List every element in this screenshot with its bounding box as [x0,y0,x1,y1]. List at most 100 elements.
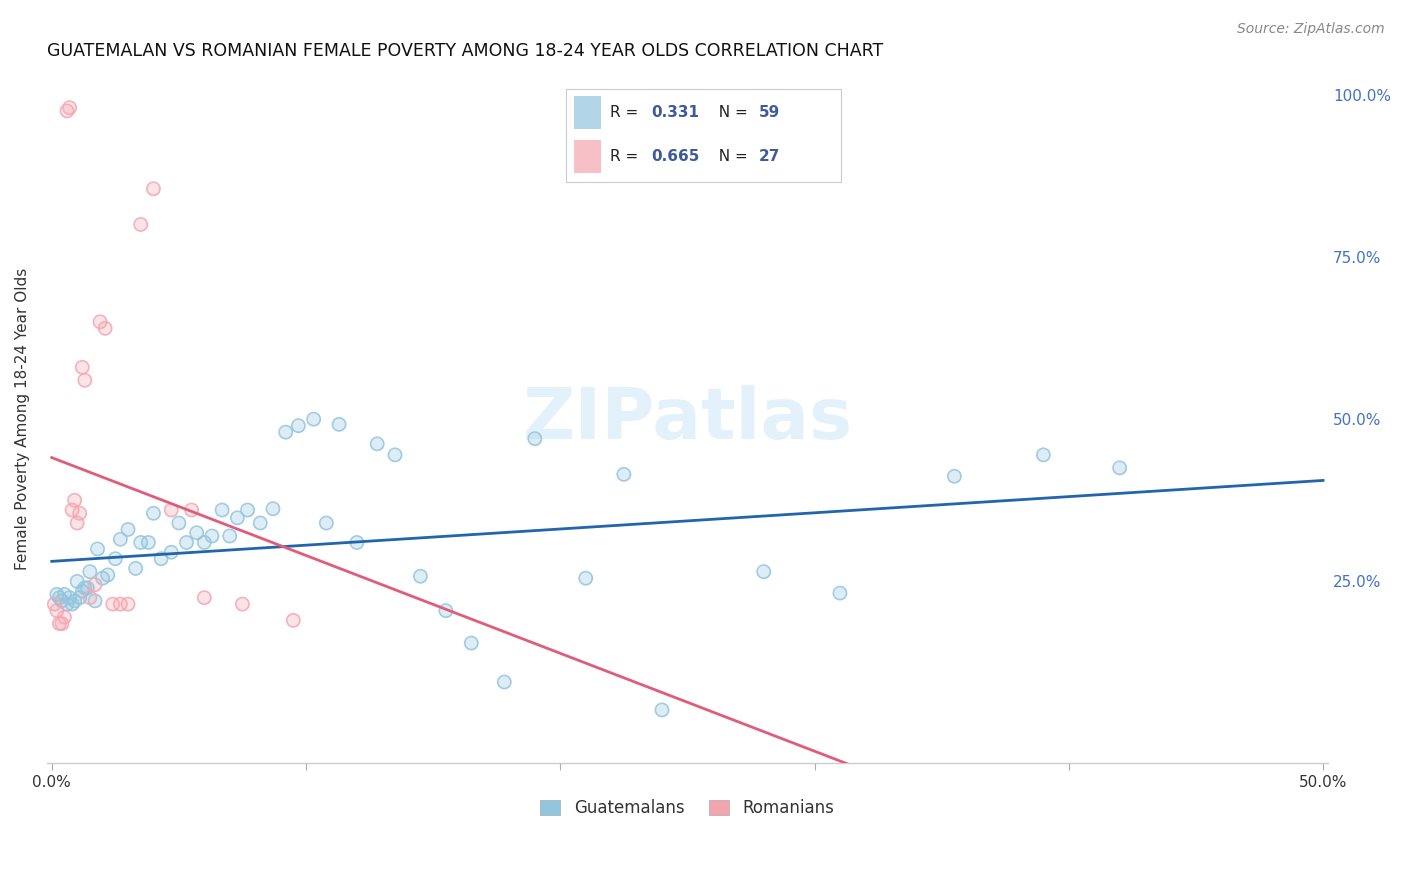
Y-axis label: Female Poverty Among 18-24 Year Olds: Female Poverty Among 18-24 Year Olds [15,268,30,570]
Point [828,586,851,600]
Point [48,591,70,605]
Point [44,597,66,611]
Point [218,529,240,543]
Point [63,493,86,508]
Point [129,535,152,549]
Point [72,360,94,375]
Point [249,516,271,530]
Point [45,587,67,601]
Point [494,675,516,690]
Point [69,506,91,520]
Point [193,535,215,549]
Point [124,561,146,575]
Point [186,525,208,540]
Point [226,511,249,525]
Point [66,516,89,530]
Point [460,636,482,650]
Point [76,581,98,595]
Point [328,417,350,432]
Point [193,591,215,605]
Point [138,535,160,549]
Point [84,577,107,591]
Point [828,586,851,600]
Point [56,103,79,118]
Text: GUATEMALAN VS ROMANIAN FEMALE POVERTY AMONG 18-24 YEAR OLDS CORRELATION CHART: GUATEMALAN VS ROMANIAN FEMALE POVERTY AM… [46,42,883,60]
Point [79,591,101,605]
Point [1032,448,1054,462]
Point [86,541,108,556]
Point [44,597,66,611]
Point [752,565,775,579]
Point [72,584,94,599]
Point [94,321,117,335]
Point [366,437,388,451]
Text: Source: ZipAtlas.com: Source: ZipAtlas.com [1237,22,1385,37]
Point [167,516,190,530]
Point [60,597,83,611]
Point [613,467,636,482]
Text: ZIPatlas: ZIPatlas [523,384,852,454]
Point [262,501,284,516]
Point [193,535,215,549]
Point [434,604,457,618]
Point [150,551,173,566]
Point [409,569,432,583]
Point [328,417,350,432]
Point [63,594,86,608]
Point [129,218,152,232]
Point [613,467,636,482]
Point [287,418,309,433]
Point [91,571,114,585]
Point [53,587,76,601]
Point [142,182,165,196]
Point [434,604,457,618]
Point [211,503,233,517]
Point [138,535,160,549]
Point [84,577,107,591]
Point [117,523,139,537]
Point [51,616,73,631]
Point [366,437,388,451]
Point [409,569,432,583]
Point [73,373,96,387]
Point [274,425,297,439]
Legend: Guatemalans, Romanians: Guatemalans, Romanians [534,792,841,823]
Point [73,581,96,595]
Point [48,616,70,631]
Point [274,425,297,439]
Point [94,321,117,335]
Point [79,591,101,605]
Point [142,506,165,520]
Point [523,432,546,446]
Point [117,523,139,537]
Point [186,525,208,540]
Point [752,565,775,579]
Point [84,594,107,608]
Point [110,533,132,547]
Point [315,516,337,530]
Point [236,503,259,517]
Point [84,594,107,608]
Point [231,597,253,611]
Point [176,535,198,549]
Point [943,469,966,483]
Point [51,594,73,608]
Point [79,565,101,579]
Point [89,315,111,329]
Point [302,412,325,426]
Point [575,571,598,585]
Point [150,551,173,566]
Point [160,503,183,517]
Point [124,561,146,575]
Point [283,613,305,627]
Point [56,103,79,118]
Point [86,541,108,556]
Point [104,551,127,566]
Point [63,493,86,508]
Point [58,591,80,605]
Point [167,516,190,530]
Point [1032,448,1054,462]
Point [51,594,73,608]
Point [231,597,253,611]
Point [160,545,183,559]
